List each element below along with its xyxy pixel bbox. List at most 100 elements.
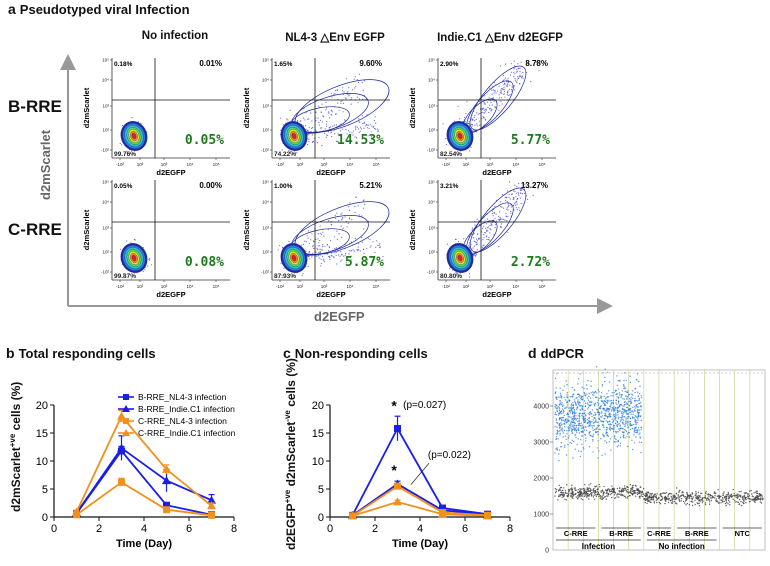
flow-dot: [508, 88, 510, 90]
positive-droplet: [624, 387, 626, 390]
flow-dot: [321, 144, 323, 147]
negative-droplet: [561, 496, 563, 499]
flow-dot: [519, 197, 521, 199]
negative-droplet: [668, 497, 670, 499]
positive-droplet: [598, 403, 600, 405]
p-value-pointer: [410, 463, 430, 485]
positive-droplet: [629, 381, 632, 384]
positive-droplet: [572, 412, 574, 414]
positive-droplet: [554, 403, 556, 406]
flow-dot: [504, 77, 507, 79]
flow-dot: [320, 262, 322, 265]
negative-droplet: [568, 490, 571, 492]
legend-marker: [123, 418, 129, 424]
row-head-b-rre: B-RRE: [8, 97, 62, 116]
positive-droplet: [591, 435, 593, 437]
negative-droplet: [676, 503, 678, 505]
positive-droplet: [560, 422, 562, 424]
flow-x-tick-label: 10³: [161, 162, 168, 167]
flow-dot: [484, 111, 486, 113]
flow-dot: [514, 190, 516, 192]
positive-droplet: [561, 423, 563, 426]
positive-droplet: [584, 405, 586, 408]
flow-dot: [471, 125, 473, 127]
negative-droplet: [708, 495, 710, 498]
flow-dot: [516, 68, 518, 70]
negative-droplet: [691, 492, 694, 495]
positive-droplet: [625, 417, 627, 419]
positive-droplet: [592, 425, 594, 427]
positive-droplet: [600, 416, 603, 418]
positive-droplet: [626, 417, 629, 420]
flow-dot: [465, 112, 467, 115]
flow-dot: [330, 131, 332, 133]
flow-dot: [352, 134, 354, 136]
flow-dot: [513, 60, 515, 62]
negative-droplet: [713, 497, 716, 499]
positive-droplet: [626, 420, 629, 422]
flow-dot: [337, 141, 339, 143]
flow-dot: [489, 239, 491, 241]
flow-x-tick-label: -10²: [116, 162, 125, 167]
positive-droplet: [573, 414, 575, 416]
negative-droplet: [557, 499, 559, 501]
positive-droplet: [569, 424, 571, 427]
negative-droplet: [723, 500, 725, 503]
positive-droplet: [588, 433, 590, 435]
negative-droplet: [627, 495, 629, 498]
negative-droplet: [568, 492, 570, 494]
flow-dot: [144, 269, 146, 271]
positive-droplet: [577, 393, 579, 395]
negative-droplet: [661, 492, 664, 494]
flow-dot: [489, 87, 491, 89]
flow-dot: [340, 219, 343, 221]
flow-dot: [336, 89, 338, 91]
positive-droplet: [617, 400, 620, 402]
negative-droplet: [635, 492, 637, 494]
negative-droplet: [616, 493, 619, 495]
negative-droplet: [571, 484, 573, 486]
flow-plot-body: -10² 10² 10³ 10⁴ 10⁵-10²10²10³10⁴10⁵d2EGFPd2…: [242, 58, 390, 177]
flow-dot: [327, 135, 329, 137]
chart-x-label: Time (Day): [392, 538, 448, 550]
positive-droplet: [555, 391, 557, 393]
positive-droplet: [583, 448, 585, 450]
negative-droplet: [738, 494, 740, 496]
panel-a-xlabel: d2EGFP: [314, 309, 365, 324]
flow-y-tick-label: 10⁵: [428, 180, 435, 185]
positive-droplet: [602, 425, 605, 427]
negative-droplet: [761, 496, 763, 498]
flow-dot: [320, 265, 322, 267]
flow-x-tick-label: -10²: [442, 162, 451, 167]
positive-droplet: [622, 419, 625, 421]
negative-droplet: [685, 497, 687, 499]
positive-droplet: [572, 419, 575, 422]
positive-droplet: [563, 446, 566, 448]
positive-droplet: [604, 412, 606, 414]
flow-dot: [377, 130, 379, 133]
positive-droplet: [562, 409, 565, 412]
positive-droplet: [596, 427, 598, 429]
flow-dot: [511, 193, 513, 196]
negative-droplet: [647, 499, 649, 501]
positive-droplet: [575, 425, 578, 427]
positive-droplet: [603, 436, 605, 438]
flow-y-tick-label: -10²: [101, 270, 110, 275]
positive-droplet: [604, 400, 607, 403]
flow-dot: [484, 118, 486, 120]
positive-droplet: [602, 408, 604, 410]
positive-droplet: [592, 391, 594, 393]
negative-droplet: [714, 492, 716, 494]
positive-droplet: [567, 415, 569, 418]
negative-droplet: [627, 492, 629, 494]
flow-dot: [454, 238, 456, 240]
negative-droplet: [699, 496, 702, 498]
flow-dot: [514, 202, 516, 204]
positive-droplet: [598, 414, 600, 416]
negative-droplet: [678, 496, 681, 498]
flow-dot: [362, 248, 364, 250]
flow-dot: [503, 84, 505, 86]
positive-droplet: [568, 399, 570, 401]
positive-droplet: [622, 435, 624, 438]
negative-droplet: [594, 494, 597, 496]
